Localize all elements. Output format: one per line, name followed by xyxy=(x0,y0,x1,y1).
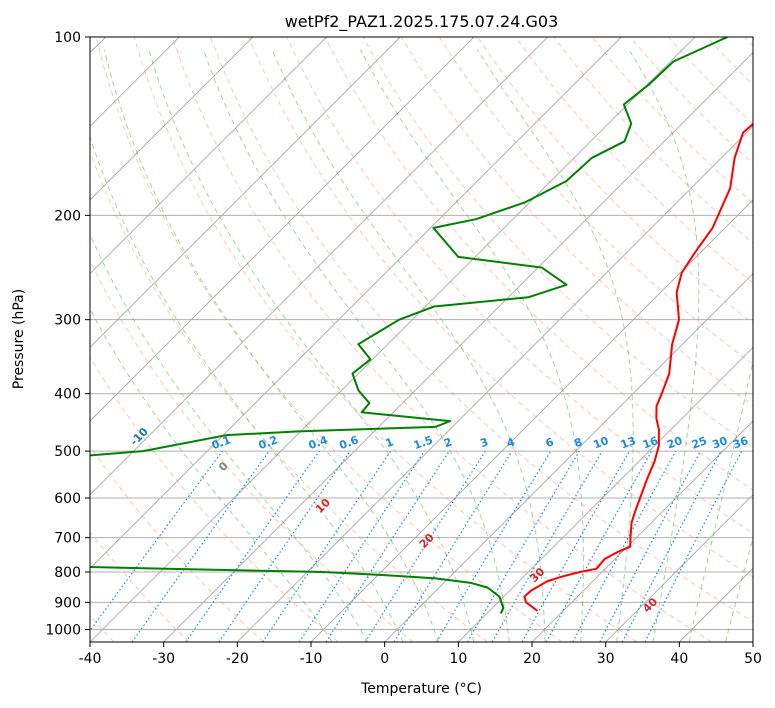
isotherm--10 xyxy=(310,199,753,642)
mixing-ratio-label: 25 xyxy=(690,434,709,451)
moist-adiabat-0 xyxy=(90,135,404,642)
mixing-ratio-label: 0.6 xyxy=(338,433,361,452)
dry-adiabat-130 xyxy=(515,37,753,284)
isotherm--90 xyxy=(90,37,328,275)
dry-adiabat--30 xyxy=(90,531,190,642)
mixing-ratio-line-1 xyxy=(131,450,270,642)
x-tick-label: -10 xyxy=(300,651,323,667)
isotherm--60 xyxy=(90,37,549,496)
moist-adiabat-35 xyxy=(628,49,700,642)
mixing-ratio-label: 6 xyxy=(544,435,556,450)
mixing-ratio-label: 36 xyxy=(731,434,750,452)
x-axis-title: Temperature (°C) xyxy=(360,681,482,697)
isotherm--50 xyxy=(90,37,622,570)
moist-adiabat-40 xyxy=(688,358,753,642)
isotherm--70 xyxy=(90,37,475,422)
mixing-ratio-line-14 xyxy=(572,450,677,642)
moist-adiabat--5 xyxy=(90,233,369,642)
dry-adiabat-30 xyxy=(133,37,638,642)
x-tick-label: 50 xyxy=(744,651,762,667)
isotherm--100 xyxy=(90,37,254,201)
mixing-ratio-line-4 xyxy=(262,450,392,642)
x-tick-label: 20 xyxy=(523,651,541,667)
y-tick-label: 1000 xyxy=(45,622,81,638)
mixing-ratio-label: 1.5 xyxy=(412,433,435,452)
x-tick-label: -20 xyxy=(226,651,249,667)
dry-adiabat--10 xyxy=(90,356,339,642)
dry-adiabat-100 xyxy=(400,37,753,407)
mixing-ratio-label: 16 xyxy=(641,434,660,452)
plot-frame xyxy=(89,36,754,643)
moist-adiabat-20 xyxy=(271,49,546,642)
dry-adiabat-60 xyxy=(248,37,753,578)
temperature-profile xyxy=(523,122,753,612)
x-tick-label: 30 xyxy=(597,651,615,667)
mixing-ratio-label: 3 xyxy=(478,435,490,450)
dry-adiabat-10 xyxy=(90,150,488,642)
mixing-ratio-line-5 xyxy=(298,450,425,642)
isotherm-30 xyxy=(605,493,753,642)
isotherm-50 xyxy=(752,641,753,642)
x-tick-label: -30 xyxy=(152,651,175,667)
isotherm-0 xyxy=(384,272,753,642)
moist-adiabat-10 xyxy=(148,49,475,642)
isotherm-20 xyxy=(531,420,753,642)
mixing-ratio-label: 20 xyxy=(665,434,684,452)
y-tick-label: 800 xyxy=(54,565,81,581)
mixing-ratio-line-3 xyxy=(218,450,351,642)
moist-adiabat-5 xyxy=(103,49,439,642)
mixing-ratio-line-13 xyxy=(545,450,653,642)
moist-adiabat-30 xyxy=(476,49,634,642)
x-tick-label: 0 xyxy=(380,651,389,667)
mixing-ratio-line-0 xyxy=(90,450,223,632)
dry-adiabat-70 xyxy=(286,37,753,534)
dry-adiabat-0 xyxy=(90,259,414,642)
series-lines xyxy=(90,37,753,614)
dry-adiabat-20 xyxy=(95,37,563,642)
mixing-ratio-label: 0.4 xyxy=(307,433,330,452)
moist-adiabat-15 xyxy=(202,49,510,642)
y-tick-label: 700 xyxy=(54,531,81,547)
chart-title: wetPf2_PAZ1.2025.175.07.24.G03 xyxy=(285,12,559,32)
x-tick-label: 10 xyxy=(449,651,467,667)
mixing-ratio-label: 8 xyxy=(572,435,584,450)
y-tick-label: 400 xyxy=(54,387,81,403)
mixing-ratio-label: 1 xyxy=(384,435,396,450)
mixing-ratio-label: 30 xyxy=(710,434,729,452)
dry-adiabat--20 xyxy=(90,445,264,642)
x-tick-label: -40 xyxy=(79,651,102,667)
mixing-ratio-line-6 xyxy=(325,450,450,642)
y-tick-label: 100 xyxy=(54,30,81,46)
mixing-ratio-line-8 xyxy=(393,450,513,642)
inner-labels: 0.10.20.40.611.52346810131620253036-100-… xyxy=(128,425,751,615)
y-tick-label: 300 xyxy=(54,313,81,329)
isotherm-10 xyxy=(457,346,753,642)
dry-adiabat-50 xyxy=(210,37,753,623)
plot-background xyxy=(90,37,753,642)
dry-adiabat-40 xyxy=(171,37,712,642)
mixing-ratio-label: 2 xyxy=(442,435,454,450)
mixing-ratio-label: 0.1 xyxy=(210,433,233,452)
y-tick-label: 900 xyxy=(54,595,81,611)
isotherm--40 xyxy=(90,37,696,642)
dry-adiabat-110 xyxy=(439,37,753,366)
mixing-ratio-line-17 xyxy=(644,450,743,642)
axes: -40 -30 -20 -10 0 10 20 30 40 5010020030040050060… xyxy=(45,30,762,667)
isotherm--30 xyxy=(163,51,753,642)
y-tick-label: 200 xyxy=(54,208,81,224)
y-axis-title: Pressure (hPa) xyxy=(11,289,27,389)
mixing-ratio-label: 0.2 xyxy=(257,433,280,452)
mixing-ratio-label: 13 xyxy=(619,434,638,451)
mixing-ratio-line-2 xyxy=(185,450,320,642)
mixing-ratio-label: 10 xyxy=(592,434,611,452)
isotherm--80 xyxy=(90,37,401,349)
x-tick-label: 40 xyxy=(670,651,688,667)
mixing-ratio-line-12 xyxy=(521,450,631,642)
dewpoint-profile xyxy=(90,37,728,614)
background-lines xyxy=(90,37,753,642)
y-tick-label: 500 xyxy=(54,444,81,460)
y-tick-label: 600 xyxy=(54,491,81,507)
mixing-ratio-label: 4 xyxy=(505,435,517,450)
